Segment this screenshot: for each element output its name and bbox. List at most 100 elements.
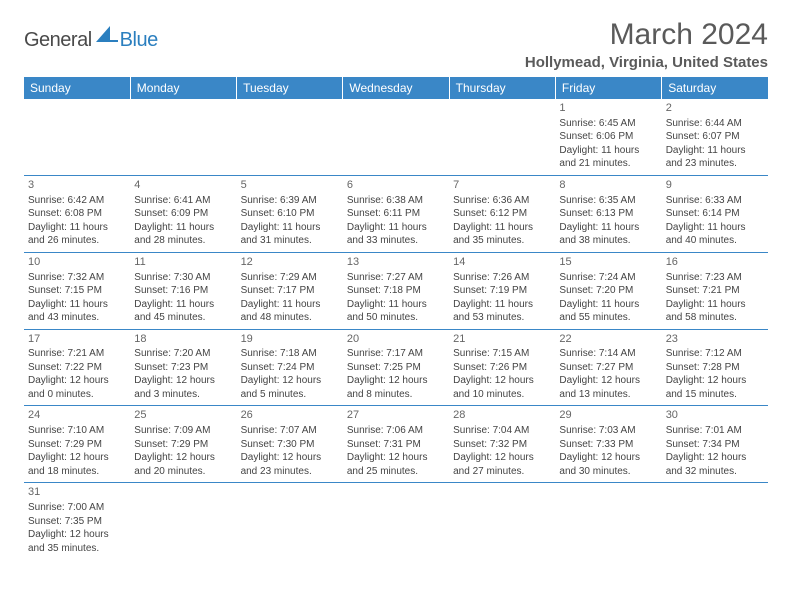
calendar-cell: 10Sunrise: 7:32 AMSunset: 7:15 PMDayligh… (24, 252, 130, 329)
day-number: 24 (28, 408, 126, 423)
day-info-line: Daylight: 11 hours (559, 144, 657, 158)
day-info-line: Sunset: 6:06 PM (559, 130, 657, 144)
calendar-cell: 1Sunrise: 6:45 AMSunset: 6:06 PMDaylight… (555, 99, 661, 175)
day-number: 31 (28, 485, 126, 500)
day-info-line: Daylight: 11 hours (134, 221, 232, 235)
day-number: 10 (28, 255, 126, 270)
day-info-line: and 30 minutes. (559, 465, 657, 479)
day-number: 27 (347, 408, 445, 423)
day-number: 18 (134, 332, 232, 347)
day-info-line: Sunrise: 6:38 AM (347, 194, 445, 208)
day-info-line: Daylight: 12 hours (241, 451, 339, 465)
day-info-line: and 38 minutes. (559, 234, 657, 248)
day-info-line: Sunrise: 7:15 AM (453, 347, 551, 361)
day-info-line: and 0 minutes. (28, 388, 126, 402)
day-info-line: Sunrise: 6:44 AM (666, 117, 764, 131)
day-info-line: Sunset: 7:23 PM (134, 361, 232, 375)
day-info-line: and 15 minutes. (666, 388, 764, 402)
calendar-cell: 28Sunrise: 7:04 AMSunset: 7:32 PMDayligh… (449, 406, 555, 483)
day-info-line: and 33 minutes. (347, 234, 445, 248)
day-info-line: Sunrise: 7:12 AM (666, 347, 764, 361)
calendar-table: Sunday Monday Tuesday Wednesday Thursday… (24, 77, 768, 559)
day-number: 20 (347, 332, 445, 347)
calendar-cell (237, 483, 343, 559)
month-title: March 2024 (525, 18, 768, 52)
day-info-line: Sunset: 7:21 PM (666, 284, 764, 298)
day-info-line: Daylight: 11 hours (453, 298, 551, 312)
day-info-line: Sunset: 6:12 PM (453, 207, 551, 221)
day-info-line: Sunset: 7:16 PM (134, 284, 232, 298)
day-info-line: and 10 minutes. (453, 388, 551, 402)
calendar-cell: 27Sunrise: 7:06 AMSunset: 7:31 PMDayligh… (343, 406, 449, 483)
day-info-line: Sunset: 7:33 PM (559, 438, 657, 452)
day-info-line: Sunset: 7:19 PM (453, 284, 551, 298)
day-info-line: Daylight: 12 hours (134, 451, 232, 465)
day-number: 25 (134, 408, 232, 423)
logo-text-blue: Blue (120, 29, 158, 52)
weekday-header: Saturday (662, 77, 768, 99)
day-number: 1 (559, 101, 657, 116)
calendar-cell: 11Sunrise: 7:30 AMSunset: 7:16 PMDayligh… (130, 252, 236, 329)
calendar-cell: 18Sunrise: 7:20 AMSunset: 7:23 PMDayligh… (130, 329, 236, 406)
day-number: 14 (453, 255, 551, 270)
calendar-cell (343, 483, 449, 559)
calendar-row: 3Sunrise: 6:42 AMSunset: 6:08 PMDaylight… (24, 175, 768, 252)
calendar-cell: 26Sunrise: 7:07 AMSunset: 7:30 PMDayligh… (237, 406, 343, 483)
day-info-line: Daylight: 12 hours (28, 451, 126, 465)
day-info-line: Sunset: 7:24 PM (241, 361, 339, 375)
day-info-line: Daylight: 12 hours (559, 451, 657, 465)
day-number: 6 (347, 178, 445, 193)
calendar-cell: 5Sunrise: 6:39 AMSunset: 6:10 PMDaylight… (237, 175, 343, 252)
day-info-line: Sunrise: 7:32 AM (28, 271, 126, 285)
day-info-line: Sunset: 7:25 PM (347, 361, 445, 375)
day-info-line: Daylight: 11 hours (134, 298, 232, 312)
day-info-line: Daylight: 11 hours (347, 298, 445, 312)
day-info-line: Sunset: 7:32 PM (453, 438, 551, 452)
calendar-page: General Blue March 2024 Hollymead, Virgi… (0, 0, 792, 577)
calendar-cell: 23Sunrise: 7:12 AMSunset: 7:28 PMDayligh… (662, 329, 768, 406)
day-info-line: and 43 minutes. (28, 311, 126, 325)
weekday-header: Sunday (24, 77, 130, 99)
day-info-line: Sunrise: 7:14 AM (559, 347, 657, 361)
calendar-cell: 3Sunrise: 6:42 AMSunset: 6:08 PMDaylight… (24, 175, 130, 252)
day-info-line: Sunrise: 6:45 AM (559, 117, 657, 131)
day-info-line: and 55 minutes. (559, 311, 657, 325)
calendar-cell: 20Sunrise: 7:17 AMSunset: 7:25 PMDayligh… (343, 329, 449, 406)
day-info-line: Sunrise: 6:35 AM (559, 194, 657, 208)
calendar-cell: 17Sunrise: 7:21 AMSunset: 7:22 PMDayligh… (24, 329, 130, 406)
day-info-line: and 23 minutes. (666, 157, 764, 171)
day-info-line: Daylight: 12 hours (28, 374, 126, 388)
day-info-line: Sunrise: 7:27 AM (347, 271, 445, 285)
day-info-line: Daylight: 11 hours (241, 298, 339, 312)
calendar-cell: 2Sunrise: 6:44 AMSunset: 6:07 PMDaylight… (662, 99, 768, 175)
day-info-line: and 48 minutes. (241, 311, 339, 325)
day-number: 22 (559, 332, 657, 347)
calendar-cell: 8Sunrise: 6:35 AMSunset: 6:13 PMDaylight… (555, 175, 661, 252)
logo-text-general: General (24, 29, 92, 52)
calendar-cell (449, 99, 555, 175)
calendar-cell: 12Sunrise: 7:29 AMSunset: 7:17 PMDayligh… (237, 252, 343, 329)
day-info-line: and 35 minutes. (453, 234, 551, 248)
location-text: Hollymead, Virginia, United States (525, 54, 768, 71)
title-block: March 2024 Hollymead, Virginia, United S… (525, 18, 768, 71)
calendar-cell: 7Sunrise: 6:36 AMSunset: 6:12 PMDaylight… (449, 175, 555, 252)
calendar-cell (449, 483, 555, 559)
day-info-line: Sunset: 7:17 PM (241, 284, 339, 298)
day-info-line: and 31 minutes. (241, 234, 339, 248)
calendar-cell: 13Sunrise: 7:27 AMSunset: 7:18 PMDayligh… (343, 252, 449, 329)
day-info-line: Sunset: 7:18 PM (347, 284, 445, 298)
weekday-header-row: Sunday Monday Tuesday Wednesday Thursday… (24, 77, 768, 99)
day-number: 17 (28, 332, 126, 347)
day-info-line: Sunset: 7:28 PM (666, 361, 764, 375)
calendar-row: 17Sunrise: 7:21 AMSunset: 7:22 PMDayligh… (24, 329, 768, 406)
day-number: 8 (559, 178, 657, 193)
day-info-line: and 58 minutes. (666, 311, 764, 325)
day-info-line: Sunset: 7:29 PM (28, 438, 126, 452)
day-info-line: Daylight: 12 hours (453, 374, 551, 388)
day-info-line: Sunrise: 7:09 AM (134, 424, 232, 438)
day-info-line: Sunrise: 7:24 AM (559, 271, 657, 285)
day-info-line: Sunrise: 7:18 AM (241, 347, 339, 361)
day-info-line: Sunrise: 7:00 AM (28, 501, 126, 515)
day-info-line: and 21 minutes. (559, 157, 657, 171)
calendar-cell: 16Sunrise: 7:23 AMSunset: 7:21 PMDayligh… (662, 252, 768, 329)
